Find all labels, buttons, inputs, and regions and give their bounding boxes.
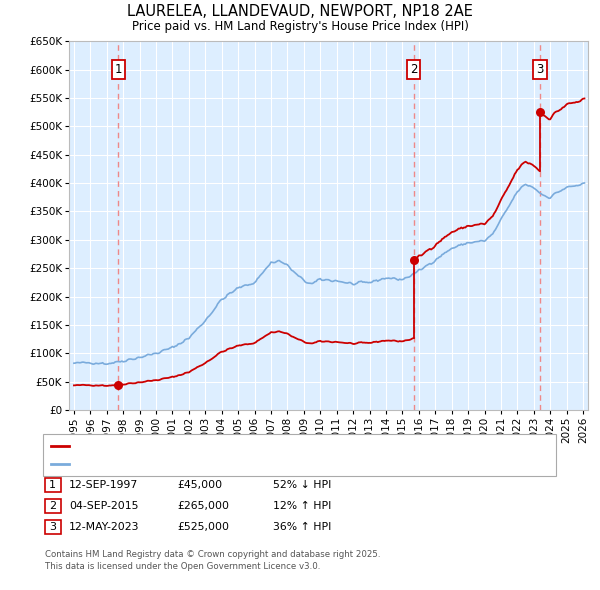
Text: £45,000: £45,000 xyxy=(177,480,222,490)
Text: 3: 3 xyxy=(49,522,56,532)
Text: 1: 1 xyxy=(115,63,122,76)
Text: Price paid vs. HM Land Registry's House Price Index (HPI): Price paid vs. HM Land Registry's House … xyxy=(131,20,469,33)
Text: LAURELEA, LLANDEVAUD, NEWPORT, NP18 2AE: LAURELEA, LLANDEVAUD, NEWPORT, NP18 2AE xyxy=(127,4,473,19)
Text: HPI: Average price, detached house, Newport: HPI: Average price, detached house, Newp… xyxy=(72,459,298,469)
Text: 04-SEP-2015: 04-SEP-2015 xyxy=(69,502,139,511)
Text: £525,000: £525,000 xyxy=(177,522,229,532)
Text: 12-MAY-2023: 12-MAY-2023 xyxy=(69,522,139,532)
Text: £265,000: £265,000 xyxy=(177,502,229,511)
Text: 36% ↑ HPI: 36% ↑ HPI xyxy=(273,522,331,532)
Text: Contains HM Land Registry data © Crown copyright and database right 2025.
This d: Contains HM Land Registry data © Crown c… xyxy=(45,550,380,571)
Text: 3: 3 xyxy=(536,63,544,76)
Text: 1: 1 xyxy=(49,480,56,490)
Text: LAURELEA, LLANDEVAUD, NEWPORT, NP18 2AE (detached house): LAURELEA, LLANDEVAUD, NEWPORT, NP18 2AE … xyxy=(72,441,400,451)
Text: 12-SEP-1997: 12-SEP-1997 xyxy=(69,480,138,490)
Text: 12% ↑ HPI: 12% ↑ HPI xyxy=(273,502,331,511)
Text: 2: 2 xyxy=(410,63,418,76)
Text: 2: 2 xyxy=(49,502,56,511)
Text: 52% ↓ HPI: 52% ↓ HPI xyxy=(273,480,331,490)
